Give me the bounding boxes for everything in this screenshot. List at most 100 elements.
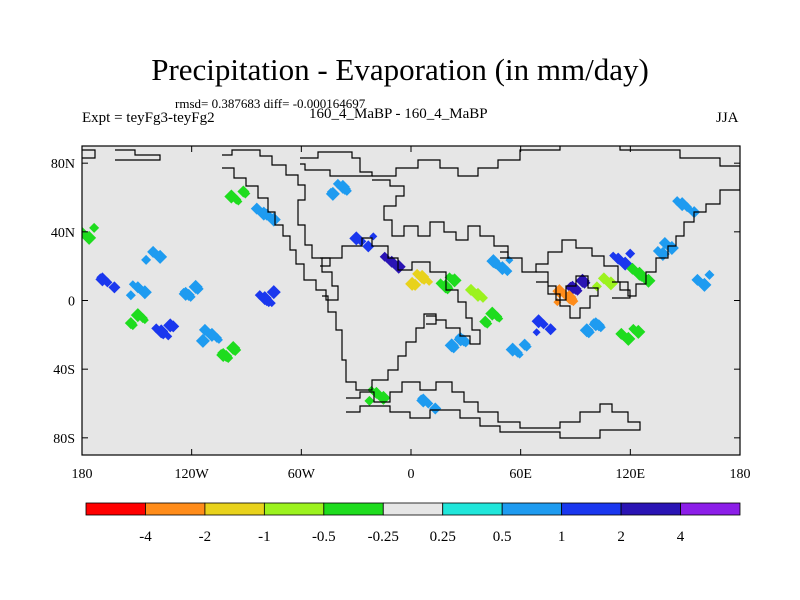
anomaly-patch [416,393,442,415]
anomaly-cell [412,268,423,279]
lon-tick-label: 120W [175,467,210,482]
anomaly-patch [691,269,715,292]
lat-tick-label: 40S [53,363,75,378]
anomaly-cell [588,317,603,332]
anomaly-cell [603,276,618,291]
anomaly-patch [626,262,656,288]
coastline-india [536,271,599,319]
anomaly-cell [532,328,541,337]
anomaly-patch [505,338,532,359]
anomaly-cell [349,231,364,246]
coastline-africa-south-america [322,237,481,391]
anomaly-cell [216,348,231,362]
lat-tick-label: 80S [53,432,75,447]
anomaly-cell [89,222,100,233]
anomaly-cell [335,181,344,190]
experiment-label: Expt = teyFg3-teyFg2 [82,110,215,126]
anomaly-cell [130,308,145,323]
lat-tick-label: 40N [51,226,75,241]
anomaly-cell [263,297,274,308]
anomaly-patch [405,268,434,291]
anomaly-cell [582,326,595,339]
lon-tick-label: 60W [288,467,316,482]
anomaly-cell [125,290,136,301]
anomaly-cell [195,333,210,348]
anomaly-cell [240,188,251,199]
anomaly-patch [479,306,504,329]
anomaly-cell [382,254,391,263]
anomaly-cell [531,314,546,329]
coastline-island-b [426,315,437,325]
anomaly-cell [127,320,138,331]
anomaly-patch [82,222,100,245]
anomaly-cell [257,293,266,302]
season-label: JJA [716,110,739,126]
colorbar-swatch [501,502,563,516]
anomaly-cell [362,240,375,253]
anomaly-patch [591,272,618,292]
anomaly-cell [151,323,162,334]
anomaly-patch [141,245,168,265]
colorbar: -4 -2 -1 -0.5 -0.25 0.25 0.5 1 2 4 [85,502,741,545]
lon-tick-label: 0 [408,467,415,482]
coastline-island-a [612,281,631,299]
anomaly-cell [128,280,137,289]
anomaly-patch [672,196,701,219]
anomaly-patch [250,202,281,227]
anomaly-patch [151,318,180,341]
coastline-island-d [500,251,509,259]
anomaly-cell [505,342,520,357]
period-label: 160_4_MaBP - 160_4_MaBP [309,106,488,122]
anomaly-cell [618,330,629,341]
anomaly-cell [609,251,618,260]
axes: 180 120W 60W 0 60E 120E 180 80N 40N 0 40S 80S [51,146,751,482]
anomaly-cell [108,281,121,294]
anomaly-patch [254,285,281,308]
lon-tick-label: 60E [509,467,532,482]
anomaly-cell [325,186,340,201]
anomaly-patch [531,314,557,337]
anomaly-patch [579,317,606,339]
colorbar-swatch [382,502,444,516]
lon-tick-label: 180 [730,467,751,482]
anomaly-patch [565,273,591,296]
anomaly-cell [153,249,168,264]
lon-tick-label: 120E [616,467,646,482]
anomaly-cell [229,344,242,356]
anomaly-patch [178,279,204,302]
anomaly-cell [429,402,442,415]
colorbar-label: -1 [258,529,271,545]
anomaly-patch [124,308,149,331]
anomaly-patch [444,332,471,354]
anomaly-patch [224,185,251,206]
anomaly-cell [163,318,178,333]
colorbar-swatch [680,502,741,516]
coastline-greenland [300,151,373,177]
anomaly-cell [470,287,485,302]
colorbar-label: -4 [139,529,152,545]
anomaly-cell [685,205,694,214]
anomaly-cell [655,249,664,257]
anomaly-patch [125,280,152,301]
anomaly-patch [486,254,514,277]
chart-title: Precipitation - Evaporation (in mm/day) [151,52,649,87]
anomaly-cell [629,265,640,276]
anomaly-cell [234,197,243,206]
colorbar-swatch [145,502,206,516]
anomaly-cell [521,341,532,352]
anomaly-cell [95,272,110,287]
colorbar-label: 1 [558,529,566,545]
anomaly-cell [544,323,557,336]
coastlines [82,146,740,439]
anomaly-cell [615,255,626,266]
coastline-antarctica [346,381,641,439]
anomaly-cell [157,327,170,340]
colorbar-swatch [561,502,622,516]
coastline-arctic [115,149,161,161]
colorbar-swatch [204,502,265,516]
anomaly-cell [364,395,375,406]
anomaly-cell [438,281,447,290]
colorbar-label: 4 [677,529,685,545]
anomaly-patch [435,272,462,295]
lat-tick-label: 0 [68,295,75,310]
